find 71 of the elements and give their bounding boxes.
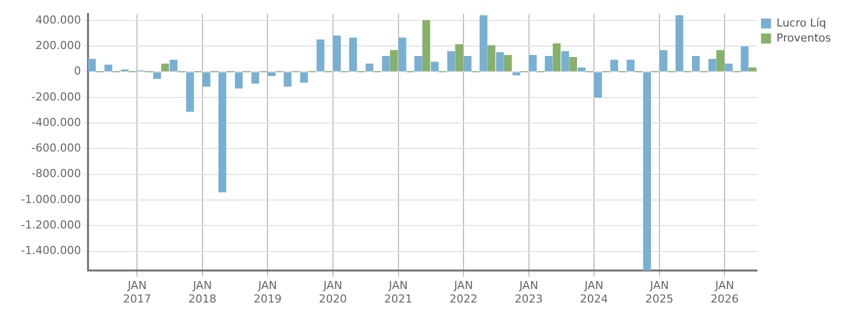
- bar: [153, 72, 162, 79]
- bar: [104, 64, 112, 72]
- y-tick-label: 400.000: [36, 13, 81, 26]
- bar: [708, 58, 716, 72]
- x-tick-label: JAN 2017: [123, 279, 152, 306]
- bar: [234, 72, 243, 89]
- bar: [748, 68, 756, 72]
- bar: [455, 44, 464, 72]
- bar: [333, 36, 341, 72]
- bar: [186, 72, 194, 112]
- bar: [390, 50, 398, 72]
- bar: [430, 62, 439, 72]
- bar: [170, 60, 178, 72]
- bar: [464, 56, 472, 72]
- legend-label: Proventos: [776, 31, 832, 44]
- x-tick-label: JAN 2026: [710, 279, 739, 306]
- bar: [740, 46, 749, 72]
- bar: [578, 68, 586, 72]
- bar: [316, 40, 324, 72]
- y-tick-label: -200.000: [32, 90, 81, 104]
- bar: [643, 72, 651, 271]
- bar: [610, 60, 618, 72]
- y-tick-label: 0: [74, 64, 81, 78]
- y-tick-label: 200.000: [36, 38, 81, 52]
- y-tick-label: -400.000: [32, 116, 81, 129]
- bar: [251, 72, 260, 84]
- x-tick-label: JAN 2020: [318, 279, 347, 306]
- y-tick-label: -1.400.000: [21, 244, 81, 258]
- bar: [724, 64, 733, 72]
- bar: [716, 50, 724, 72]
- bar: [88, 58, 96, 72]
- bar: [594, 72, 602, 98]
- bar: [528, 55, 537, 72]
- bar: [496, 52, 504, 72]
- bar: [300, 72, 308, 83]
- bar: [349, 38, 357, 72]
- bar: [202, 72, 210, 87]
- x-tick-label: JAN 2025: [645, 279, 674, 306]
- bar: [660, 50, 668, 72]
- y-tick-label: -600.000: [32, 142, 81, 155]
- bar: [488, 45, 496, 72]
- y-tick-label: -800.000: [32, 167, 81, 180]
- bar: [422, 20, 430, 72]
- bar: [382, 56, 390, 72]
- bar: [284, 72, 292, 87]
- y-tick-label: -1.200.000: [21, 218, 81, 232]
- bar: [626, 60, 635, 72]
- x-tick-label: JAN 2019: [254, 279, 282, 306]
- bar: [676, 15, 684, 72]
- bar: [414, 56, 422, 72]
- bar: [552, 43, 561, 72]
- bar: [447, 51, 456, 72]
- y-tick-label: -1.000.000: [21, 192, 81, 206]
- x-tick-label: JAN 2022: [450, 279, 478, 306]
- bar: [512, 72, 520, 76]
- legend-label: Lucro Líq: [776, 16, 826, 30]
- bar: [268, 72, 276, 76]
- bar: [569, 56, 578, 72]
- bar: [544, 56, 553, 72]
- x-tick-label: JAN 2018: [188, 279, 216, 306]
- bar: [480, 15, 488, 72]
- bar: [692, 56, 700, 72]
- bar: [161, 64, 169, 72]
- bar: [366, 64, 374, 72]
- x-tick-label: JAN 2024: [580, 279, 608, 306]
- bar: [398, 38, 406, 72]
- x-tick-label: JAN 2023: [514, 279, 543, 306]
- x-tick-label: JAN 2021: [384, 279, 412, 306]
- bar: [218, 72, 226, 192]
- bar: [504, 55, 512, 72]
- bar: [561, 51, 570, 72]
